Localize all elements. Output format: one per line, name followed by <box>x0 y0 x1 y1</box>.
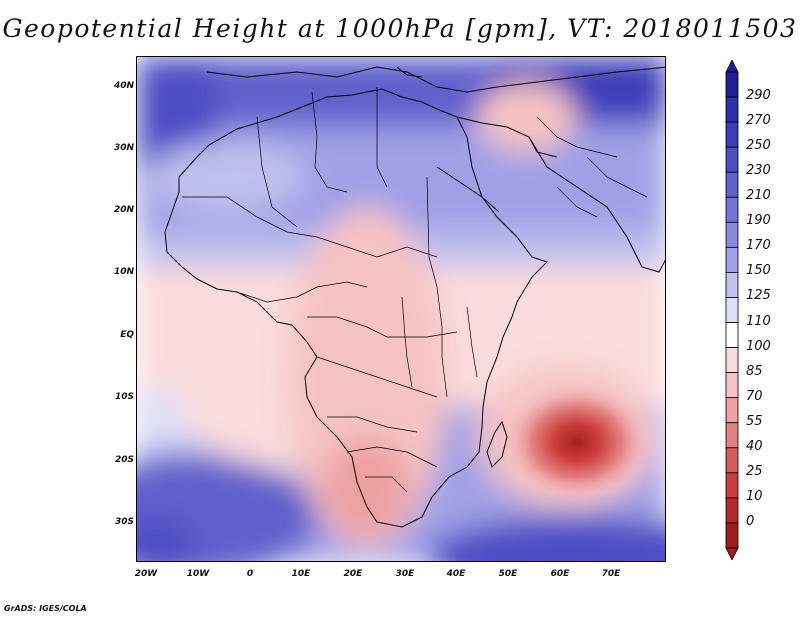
longitude-label: 30E <box>395 569 415 579</box>
colorbar-swatch <box>725 196 739 223</box>
latitude-label: EQ <box>120 330 134 340</box>
colorbar-swatch <box>725 347 739 374</box>
map-title: Geopotential Height at 1000hPa [gpm], VT… <box>2 14 798 43</box>
colorbar-swatch <box>725 71 739 98</box>
colorbar-label: 210 <box>746 188 771 204</box>
map-panel <box>136 56 666 562</box>
colorbar-swatch <box>725 221 739 248</box>
colorbar-label: 0 <box>746 513 755 529</box>
colorbar-label: 125 <box>746 288 771 304</box>
colorbar-label: 25 <box>746 463 763 479</box>
country-borders <box>182 87 648 493</box>
colorbar-label: 110 <box>746 313 771 329</box>
longitude-label: 60E <box>550 569 570 579</box>
colorbar-swatch <box>725 297 739 323</box>
colorbar-label: 150 <box>746 263 771 279</box>
footer-credit: GrADS: IGES/COLA <box>4 604 87 613</box>
coastlines <box>164 66 665 528</box>
colorbar-label: 100 <box>746 338 771 354</box>
colorbar-swatch <box>725 422 739 449</box>
colorbar-swatch <box>725 171 739 198</box>
colorbar-label: 55 <box>746 413 763 429</box>
colorbar-arrow-bottom <box>725 547 739 560</box>
colorbar-arrow-top <box>725 60 739 73</box>
longitude-label: 0 <box>246 569 254 579</box>
colorbar-swatch <box>725 397 739 424</box>
longitude-label: 20W <box>134 569 158 579</box>
colorbar-label: 230 <box>746 163 771 179</box>
longitude-label: 20E <box>343 569 363 579</box>
colorbar-swatch <box>725 522 739 549</box>
colorbar-label: 250 <box>746 138 771 154</box>
colorbar-swatch <box>725 497 739 524</box>
longitude-label: 10W <box>186 569 210 579</box>
colorbar-swatch <box>725 447 739 474</box>
colorbar-swatch <box>725 372 739 399</box>
colorbar-label: 70 <box>746 388 763 404</box>
colorbar-label: 85 <box>746 363 763 379</box>
low-pressure-center <box>502 382 652 502</box>
colorbar-swatch <box>725 272 739 298</box>
longitude-label: 70E <box>601 569 621 579</box>
latitude-label: 30N <box>113 143 134 153</box>
colorbar-swatch <box>725 96 739 123</box>
colorbar-label: 40 <box>746 438 763 454</box>
colorbar-swatch <box>725 146 739 173</box>
latitude-label: 10S <box>114 392 134 402</box>
colorbar-swatch <box>725 246 739 273</box>
colorbar-label: 170 <box>746 238 771 254</box>
colorbar-label: 290 <box>746 88 771 104</box>
longitude-label: 50E <box>498 569 518 579</box>
latitude-label: 40N <box>113 81 134 91</box>
latitude-label: 20S <box>114 455 134 465</box>
colorbar-swatch <box>725 472 739 499</box>
colorbar <box>725 60 739 560</box>
colorbar-label: 270 <box>746 113 771 129</box>
longitude-label: 40E <box>446 569 466 579</box>
latitude-label: 30S <box>114 517 134 527</box>
colorbar-swatch <box>725 322 739 348</box>
colorbar-swatch <box>725 121 739 148</box>
colorbar-label: 190 <box>746 213 771 229</box>
latitude-label: 10N <box>113 267 134 277</box>
longitude-label: 10E <box>291 569 311 579</box>
colorbar-label: 10 <box>746 488 763 504</box>
geopotential-height-field <box>137 57 665 561</box>
latitude-label: 20N <box>113 205 134 215</box>
